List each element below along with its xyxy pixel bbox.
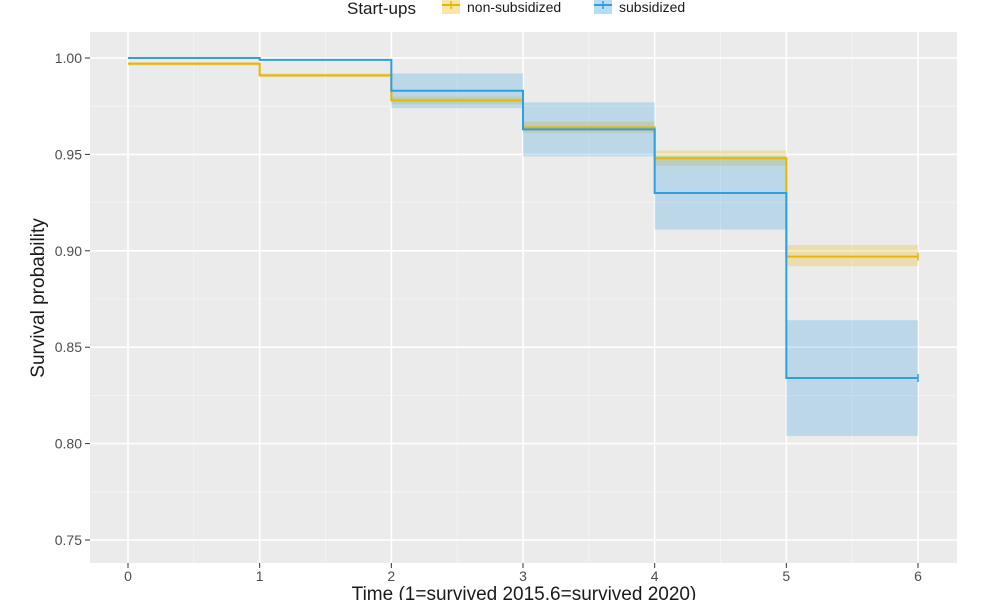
y-tick-label: 0.80 — [55, 436, 82, 452]
x-axis-title: Time (1=survived 2015,6=survived 2020) — [352, 584, 697, 600]
curve-subsidized — [128, 57, 918, 380]
legend-item-subsidized: subsidized — [594, 0, 685, 15]
legend-label-non-subsidized: non-subsidized — [467, 0, 561, 15]
y-tick-label: 0.75 — [55, 532, 82, 548]
y-tick-label: 1.00 — [55, 50, 82, 66]
legend: Start-ups non-subsidized subsidized — [347, 0, 685, 18]
x-tick-label: 2 — [387, 568, 395, 584]
legend-item-non-subsidized: non-subsidized — [442, 0, 561, 15]
y-tick-label: 0.85 — [55, 339, 82, 355]
y-tick-label: 0.95 — [55, 146, 82, 162]
x-tick-label: 0 — [124, 568, 132, 584]
x-tick-label: 3 — [519, 568, 527, 584]
axis-ticks: 0 1 2 3 4 5 6 0.75 0.80 0.85 0.90 0.95 1.00 — [55, 50, 922, 584]
y-axis-title: Survival probability — [28, 218, 49, 378]
survival-curves — [128, 57, 919, 383]
legend-label-subsidized: subsidized — [619, 0, 685, 15]
y-tick-label: 0.90 — [55, 243, 82, 259]
legend-title: Start-ups — [347, 0, 416, 18]
x-tick-label: 6 — [914, 568, 922, 584]
x-tick-label: 5 — [782, 568, 790, 584]
x-tick-label: 4 — [651, 568, 659, 584]
x-tick-label: 1 — [256, 568, 264, 584]
